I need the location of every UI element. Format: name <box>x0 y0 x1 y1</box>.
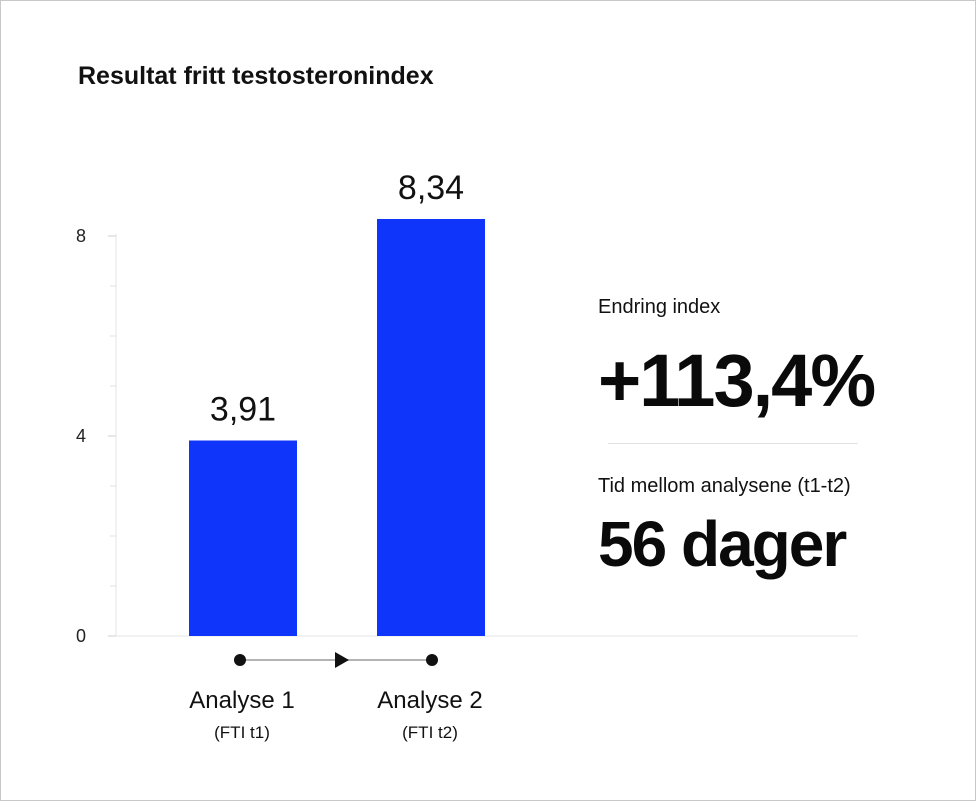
timeline-start-dot <box>234 654 246 666</box>
timeline-arrow-icon <box>335 652 349 668</box>
bar-value-label: 3,91 <box>210 391 276 429</box>
y-tick-label: 8 <box>76 226 86 246</box>
category-sublabel: (FTI t1) <box>214 723 270 742</box>
chart-title: Resultat fritt testosteronindex <box>78 62 434 90</box>
stats-divider <box>608 443 858 444</box>
time-value: 56 dager <box>598 508 847 580</box>
bar <box>377 219 485 636</box>
timeline-end-dot <box>426 654 438 666</box>
change-label: Endring index <box>598 296 721 318</box>
y-tick-label: 4 <box>76 426 86 446</box>
category-label: Analyse 2 <box>377 687 482 714</box>
time-label: Tid mellom analysene (t1-t2) <box>598 475 851 497</box>
bars <box>189 219 485 636</box>
timeline <box>234 652 438 668</box>
category-sublabel: (FTI t2) <box>402 723 458 742</box>
data-labels: 3,91 8,34 <box>210 169 464 429</box>
bar-value-label: 8,34 <box>398 169 464 207</box>
category-label: Analyse 1 <box>189 687 294 714</box>
category-labels: Analyse 1 (FTI t1) Analyse 2 (FTI t2) <box>189 687 482 742</box>
bar <box>189 440 297 636</box>
change-value: +113,4% <box>598 339 876 422</box>
y-tick-label: 0 <box>76 626 86 646</box>
